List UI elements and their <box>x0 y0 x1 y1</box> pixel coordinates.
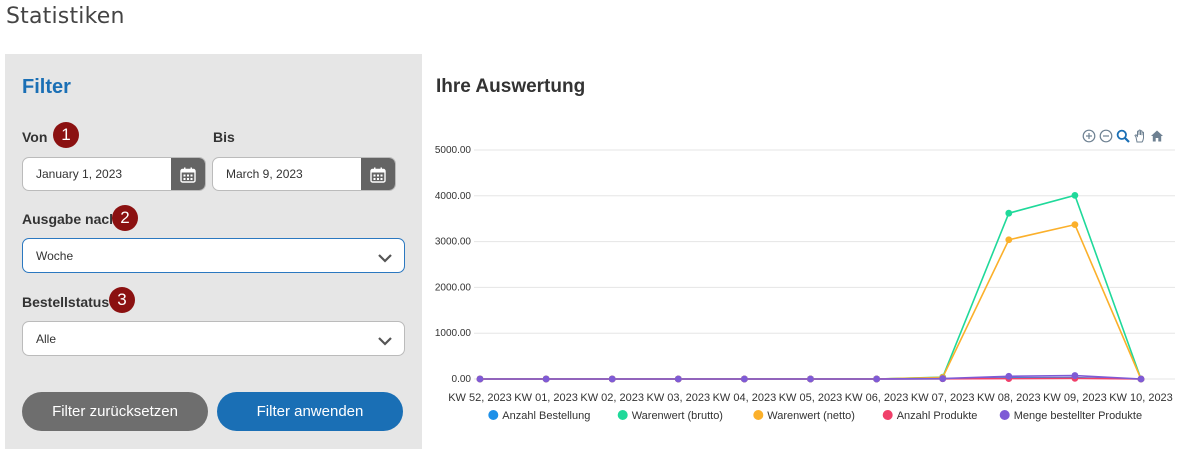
x-tick-label: KW 08, 2023 <box>977 392 1041 404</box>
legend-marker <box>882 410 893 420</box>
bis-date-value: March 9, 2023 <box>226 167 303 181</box>
bis-date-field[interactable]: March 9, 2023 <box>212 157 396 191</box>
legend-marker <box>753 410 764 420</box>
x-tick-label: KW 52, 2023 <box>448 392 512 404</box>
data-point <box>1071 191 1079 199</box>
apply-filter-button[interactable]: Filter anwenden <box>217 392 403 431</box>
x-tick-label: KW 09, 2023 <box>1043 392 1107 404</box>
chart-title: Ihre Auswertung <box>436 76 586 97</box>
y-tick-label: 2000.00 <box>435 282 472 293</box>
y-tick-label: 4000.00 <box>435 191 472 202</box>
zoom-select-icon[interactable] <box>1116 129 1130 143</box>
ausgabe-select-value: Woche <box>36 249 74 263</box>
chevron-down-icon <box>378 250 392 268</box>
data-point <box>608 375 616 383</box>
chart-toolbar <box>1082 129 1164 143</box>
reset-filter-button[interactable]: Filter zurücksetzen <box>22 392 208 431</box>
step-badge-1: 1 <box>53 122 79 148</box>
data-point <box>1005 372 1013 380</box>
chevron-down-icon <box>378 333 392 351</box>
bis-label: Bis <box>213 129 235 145</box>
pan-hand-icon[interactable] <box>1133 129 1147 143</box>
data-point <box>1005 236 1013 244</box>
data-point <box>873 375 880 383</box>
y-tick-label: 5000.00 <box>435 145 472 156</box>
x-tick-label: KW 04, 2023 <box>713 392 777 404</box>
data-point <box>1071 372 1079 379</box>
data-point <box>674 375 682 383</box>
y-tick-label: 0.00 <box>452 374 472 385</box>
x-tick-label: KW 06, 2023 <box>845 392 909 404</box>
x-tick-label: KW 02, 2023 <box>580 392 644 404</box>
data-point <box>542 375 550 383</box>
x-tick-label: KW 03, 2023 <box>647 392 711 404</box>
data-point <box>1071 221 1079 229</box>
page-title: Statistiken <box>6 4 125 29</box>
data-point <box>1137 375 1145 383</box>
filter-title: Filter <box>22 76 71 98</box>
line-chart: 0.00 1000.00 2000.00 3000.00 4000.00 5000.00 K… <box>435 145 1175 422</box>
home-reset-icon[interactable] <box>1150 129 1164 143</box>
data-point <box>939 375 947 382</box>
y-tick-label: 3000.00 <box>435 237 472 248</box>
y-tick-label: 1000.00 <box>435 328 472 339</box>
bestellstatus-select-value: Alle <box>36 332 57 346</box>
von-label: Von <box>22 129 48 145</box>
calendar-icon[interactable] <box>171 158 205 190</box>
bestellstatus-label: Bestellstatus <box>22 294 110 310</box>
legend-marker <box>617 410 628 420</box>
step-badge-2: 2 <box>112 205 138 231</box>
legend-item: Anzahl Produkte <box>897 410 978 422</box>
legend-marker <box>488 410 499 420</box>
ausgabe-select[interactable]: Woche <box>22 238 405 273</box>
data-point <box>807 375 814 383</box>
zoom-in-icon[interactable] <box>1082 129 1096 143</box>
von-date-value: January 1, 2023 <box>36 167 123 181</box>
legend-item: Menge bestellter Produkte <box>1014 410 1142 422</box>
ausgabe-label: Ausgabe nach <box>22 211 118 227</box>
series-line <box>480 223 1142 380</box>
x-tick-label: KW 05, 2023 <box>779 392 843 404</box>
x-tick-label: KW 10, 2023 <box>1109 392 1173 404</box>
x-tick-label: KW 07, 2023 <box>911 392 975 404</box>
legend-item: Anzahl Bestellung <box>502 410 590 422</box>
legend-item: Warenwert (brutto) <box>632 410 723 422</box>
x-tick-label: KW 01, 2023 <box>514 392 578 404</box>
data-point <box>1005 209 1013 217</box>
step-badge-3: 3 <box>109 287 135 313</box>
calendar-icon[interactable] <box>361 158 395 190</box>
bestellstatus-select[interactable]: Alle <box>22 321 405 356</box>
data-point <box>476 375 484 383</box>
legend-marker <box>999 410 1010 420</box>
von-date-field[interactable]: January 1, 2023 <box>22 157 206 191</box>
filter-panel: Filter Von 1 January 1, 2023 Bis March 9… <box>5 54 422 449</box>
data-point <box>741 375 748 383</box>
legend-item: Warenwert (netto) <box>767 410 855 422</box>
zoom-out-icon[interactable] <box>1099 129 1113 143</box>
